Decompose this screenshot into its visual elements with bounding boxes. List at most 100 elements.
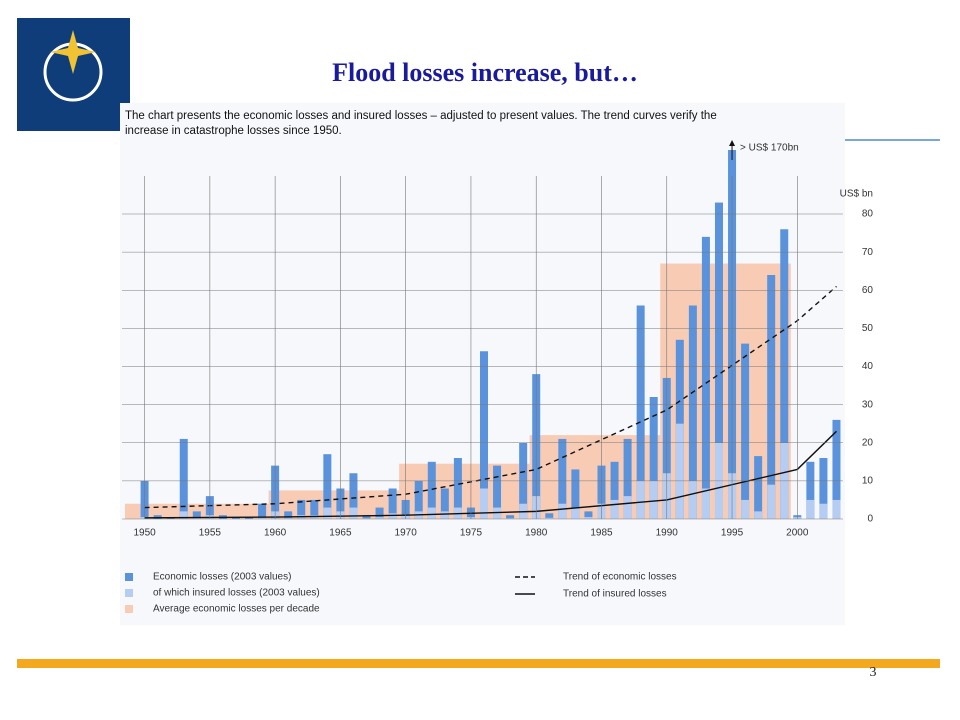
x-tick-label: 1990 [656,528,679,539]
x-tick-label: 1985 [590,528,613,539]
economic-bar [493,465,502,519]
x-tick-label: 1975 [460,528,483,539]
y-tick-label: 80 [862,209,874,220]
economic-bar [623,438,632,519]
slide-title: Flood losses increase, but… [332,58,638,87]
y-tick-label: 60 [862,285,874,296]
legend-label: Trend of insured losses [563,589,667,600]
insured-bar [192,517,201,519]
legend-label: of which insured losses (2003 values) [153,588,320,599]
y-tick-label: 20 [862,437,874,448]
economic-bar [701,236,710,519]
economic-bar [610,461,619,519]
economic-bar [310,499,319,519]
economic-bar [649,397,658,519]
economic-bar [231,517,240,519]
legend-label: Trend of economic losses [563,572,677,583]
economic-bar [545,513,554,519]
economic-bar [414,480,423,519]
x-tick-label: 2000 [786,528,809,539]
annotation-arrowhead [729,140,736,146]
economic-bar [245,517,254,519]
insured-bar [649,480,658,519]
economic-bar [375,507,384,519]
insured-bar [741,499,750,519]
insured-bar [623,496,632,519]
logo-star [50,30,96,74]
insured-bar [701,488,710,519]
footer-bar [17,659,940,668]
economic-bar [297,499,306,519]
insured-bar [832,499,841,519]
plot-area [125,150,841,519]
x-tick-label: 1970 [395,528,418,539]
insured-bar [819,503,828,519]
x-tick-label: 1955 [199,528,222,539]
insured-bar [388,513,397,519]
insured-bar [545,517,554,519]
legend-label: Average economic losses per decade [153,604,320,615]
economic-bar [192,511,201,519]
economic-bar [388,488,397,519]
y-tick-label: 30 [862,399,874,410]
y-tick-label: 40 [862,361,874,372]
y-unit: US$ bn [840,189,873,200]
annotation: > US$ 170bn [740,143,799,154]
x-tick-label: 1950 [133,528,156,539]
economic-bar [453,458,462,519]
economic-bar [571,469,580,519]
insured-bar [323,507,332,519]
x-tick-label: 1960 [264,528,287,539]
economic-bar [362,515,371,519]
insured-bar [480,488,488,519]
y-tick-label: 0 [867,514,873,525]
legend-label: Economic losses (2003 values) [153,572,291,583]
economic-bar [558,438,567,519]
economic-bar [754,456,763,519]
insured-bar [375,517,384,519]
economic-bar [688,305,697,519]
insured-bar [258,517,267,519]
x-tick-label: 1980 [525,528,548,539]
chart-description: increase in catastrophe losses since 195… [125,125,342,137]
economic-bar [427,461,436,519]
insured-bar [440,511,449,519]
economic-bar [636,305,645,519]
insured-bar [179,511,188,519]
y-tick-label: 50 [862,323,874,334]
insured-bar [427,507,436,519]
y-tick-label: 10 [862,476,874,487]
page-number: 3 [870,665,877,680]
insured-bar [571,507,580,519]
economic-bar [179,438,188,519]
economic-bar [440,488,449,519]
legend-swatch [125,605,133,613]
economic-bar [480,351,488,519]
insured-bar [362,518,371,519]
economic-bar [819,458,828,519]
economic-bar [584,511,593,519]
insured-bar [349,507,358,519]
economic-bar [741,343,750,519]
insured-bar [493,507,502,519]
x-tick-label: 1965 [329,528,352,539]
insured-bar [806,499,815,519]
insured-bar [284,517,293,519]
insured-bar [558,503,567,519]
y-tick-label: 70 [862,247,874,258]
x-tick-label: 1995 [721,528,744,539]
insured-bar [506,518,515,519]
legend-swatch [125,573,133,581]
economic-bar [714,202,723,519]
insured-bar [610,499,619,519]
economic-bar [258,503,267,519]
chart-description: The chart presents the economic losses a… [125,110,717,122]
economic-bar [832,419,841,519]
economic-bar [323,454,332,519]
insured-bar [584,517,593,519]
economic-bar [767,275,776,519]
economic-bar [806,461,815,519]
economic-bar [284,511,293,519]
